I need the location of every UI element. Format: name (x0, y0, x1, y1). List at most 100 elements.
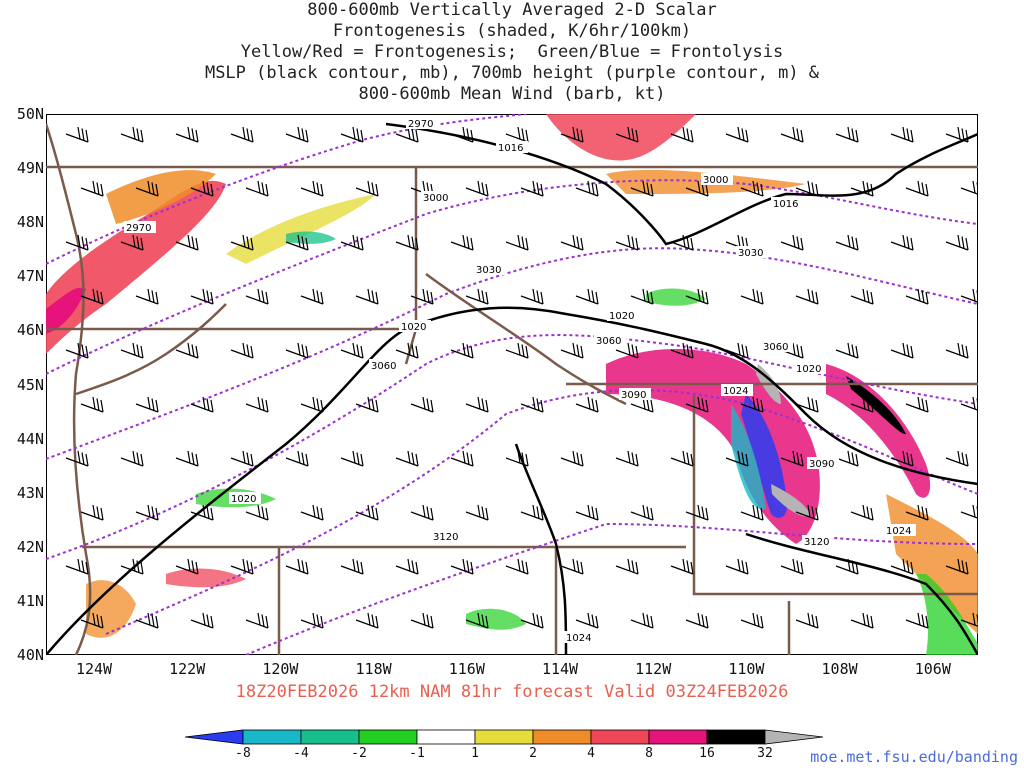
wind-barb (575, 504, 599, 521)
wind-barb (560, 450, 584, 467)
wind-barb (450, 126, 474, 143)
wind-barb (80, 180, 104, 197)
wind-barb (135, 504, 159, 521)
colorbar-tick-label: 4 (587, 746, 595, 761)
wind-barb (945, 450, 969, 467)
mslp-1024-se (745, 532, 978, 655)
colorbar-tick-label: -4 (293, 746, 309, 761)
wind-barb (960, 504, 978, 519)
wind-barb (505, 450, 529, 467)
wind-barb (725, 558, 749, 575)
wind-barb (905, 504, 929, 521)
wind-barb (780, 126, 804, 143)
wind-barb (245, 504, 269, 521)
fronto-gray-core-2 (771, 484, 811, 517)
frontolysis-band-east-cyan (731, 404, 766, 510)
wind-barb (560, 342, 584, 359)
source-url[interactable]: moe.met.fsu.edu/banding (810, 748, 1018, 766)
lon-label: 116W (448, 660, 485, 678)
wind-barb (340, 342, 364, 359)
colorbar-swatch (532, 729, 592, 745)
wind-barb (300, 612, 324, 629)
wind-barb (230, 342, 254, 359)
wind-barb (890, 234, 914, 251)
colorbar-tick-label: -1 (409, 746, 425, 761)
wind-barb (960, 180, 978, 195)
border-wy-ut (692, 394, 978, 596)
wind-barb (835, 126, 859, 143)
colorbar-swatch (706, 729, 766, 745)
wind-barb (395, 126, 419, 143)
wind-barb (890, 558, 914, 575)
wind-barb (410, 504, 434, 521)
wind-barb (670, 450, 694, 467)
wind-barb (395, 558, 419, 575)
wind-barb (795, 396, 819, 413)
wind-barb (630, 180, 654, 197)
fronto-band-ne (546, 114, 696, 161)
wind-barb (410, 396, 434, 413)
wind-barb (685, 504, 709, 521)
wind-barb (135, 288, 159, 305)
wind-barb (285, 342, 309, 359)
wind-barb (245, 288, 269, 305)
wind-barb (300, 288, 324, 305)
fronto-blob-nw-core (46, 287, 86, 334)
frontolysis-blob-2 (466, 608, 526, 630)
wind-barb (850, 180, 874, 197)
wind-barb (175, 558, 199, 575)
wind-barb (65, 126, 89, 143)
wind-barb (395, 450, 419, 467)
wind-barb (410, 288, 434, 305)
pressure-label: 1016 (773, 199, 798, 210)
wind-barb (850, 612, 874, 629)
wind-barb (520, 288, 544, 305)
title-line-4: MSLP (black contour, mb), 700mb height (… (204, 63, 820, 83)
lat-label: 48N (16, 213, 44, 232)
wind-barb (795, 180, 819, 197)
wind-barb (190, 288, 214, 305)
wind-barb (560, 126, 584, 143)
wind-barb (450, 342, 474, 359)
lat-label: 44N (16, 429, 44, 448)
wind-barb (450, 558, 474, 575)
wind-barb (300, 180, 324, 197)
lon-label: 124W (75, 660, 113, 678)
wind-barb (245, 180, 269, 197)
wind-barb (850, 288, 874, 305)
wind-barb (135, 180, 159, 197)
wind-barb (120, 450, 144, 467)
height-label: 3030 (476, 265, 501, 276)
wind-barb (520, 180, 544, 197)
colorbar-swatch (416, 729, 476, 745)
wind-barb (905, 180, 929, 197)
wind-barb (725, 342, 749, 359)
wind-barb (795, 612, 819, 629)
height-contours (46, 114, 978, 655)
colorbar-swatch (242, 729, 302, 745)
fronto-blob-nw (46, 180, 226, 354)
wind-barb (835, 234, 859, 251)
lat-label: 47N (16, 267, 44, 286)
wind-barb (835, 342, 859, 359)
pressure-label: 1016 (498, 143, 523, 154)
lat-label: 46N (16, 321, 44, 340)
wind-barb (120, 558, 144, 575)
wind-barb (685, 180, 709, 197)
height-label: 3060 (371, 361, 396, 372)
wind-barb (80, 612, 104, 629)
wind-barb (300, 396, 324, 413)
height-label: 3090 (621, 390, 646, 401)
height-label: 3060 (763, 342, 788, 353)
fronto-band-se-black (846, 376, 906, 435)
wind-barb (835, 558, 859, 575)
wind-barb (465, 288, 489, 305)
height-label: 3030 (738, 248, 763, 259)
wind-barb (615, 126, 639, 143)
wind-barb (190, 504, 214, 521)
lon-label: 114W (541, 660, 579, 678)
wind-barb (340, 450, 364, 467)
wind-barb (120, 342, 144, 359)
wind-barb (120, 234, 144, 251)
wind-barb (575, 612, 599, 629)
